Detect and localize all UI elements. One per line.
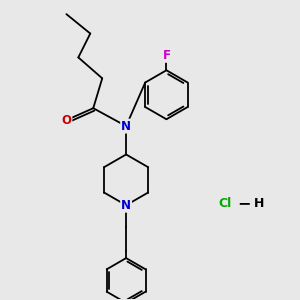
- Text: N: N: [121, 199, 131, 212]
- Text: N: N: [121, 120, 131, 133]
- Text: Cl: Cl: [218, 197, 231, 210]
- Text: H: H: [254, 197, 264, 210]
- Text: F: F: [162, 49, 170, 62]
- Text: O: O: [61, 114, 71, 127]
- Text: −: −: [237, 196, 251, 211]
